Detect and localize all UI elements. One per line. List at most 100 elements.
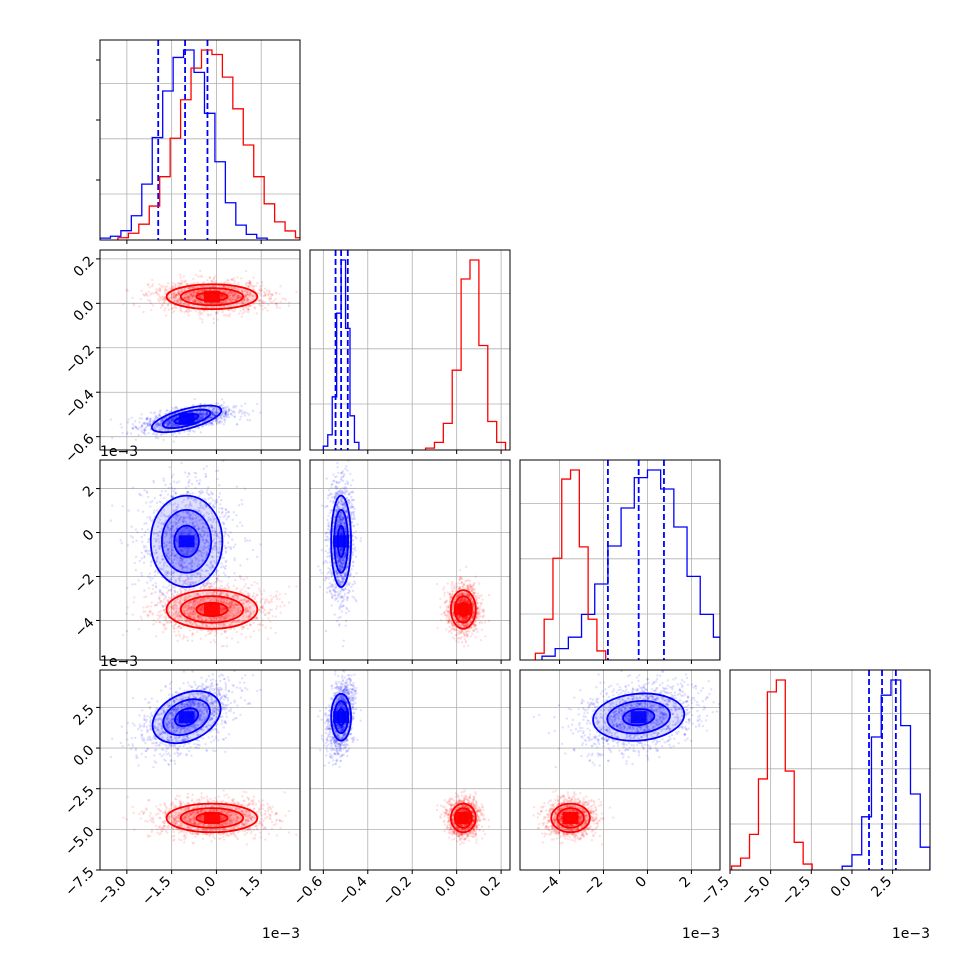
point-2-0-0-1175 <box>216 469 220 472</box>
point-2-0-0-581 <box>180 461 183 465</box>
point-1-0-0-278 <box>169 421 173 424</box>
point-1-0-1-446 <box>278 292 281 295</box>
point-2-0-0-285 <box>164 483 167 487</box>
point-1-0-1-755 <box>227 304 230 307</box>
point-2-0-1-308 <box>159 599 162 603</box>
point-1-0-0-1159 <box>148 422 151 426</box>
point-1-0-1-753 <box>227 309 230 312</box>
point-1-0-1-367 <box>259 285 262 288</box>
point-2-0-0-787 <box>127 509 130 512</box>
point-1-0-0-340 <box>213 413 216 416</box>
point-2-0-1-688 <box>195 583 199 587</box>
point-1-0-0-836 <box>144 427 147 430</box>
point-1-0-1-954 <box>189 293 192 297</box>
point-1-0-0-1122 <box>153 425 156 429</box>
point-1-0-0-171 <box>212 413 215 416</box>
point-1-0-0-1389 <box>197 418 200 421</box>
point-1-0-0-692 <box>174 405 178 409</box>
point-2-0-1-338 <box>275 605 279 608</box>
point-1-0-1-69 <box>245 294 248 297</box>
point-1-0-1-966 <box>259 287 263 291</box>
point-2-0-0-1126 <box>224 560 227 564</box>
point-1-0-0-299 <box>138 426 141 430</box>
point-1-0-0-556 <box>164 421 167 425</box>
point-1-0-0-936 <box>174 406 177 410</box>
point-1-0-1-353 <box>247 308 251 312</box>
point-1-0-0-263 <box>201 415 205 418</box>
point-1-0-0-580 <box>227 409 231 413</box>
point-1-0-0-111 <box>222 406 226 410</box>
point-1-0-0-588 <box>209 417 212 420</box>
point-1-0-0-869 <box>174 415 178 419</box>
point-1-0-1-765 <box>192 290 195 294</box>
point-1-0-1-346 <box>170 286 174 289</box>
point-1-0-0-1097 <box>223 420 227 423</box>
point-1-0-1-939 <box>243 295 246 299</box>
point-1-0-1-1348 <box>179 283 182 286</box>
point-2-0-0-774 <box>207 497 210 500</box>
point-1-0-1-363 <box>185 309 188 313</box>
point-2-0-0-846 <box>149 579 152 582</box>
point-1-0-1-368 <box>189 291 192 294</box>
point-1-0-0-1175 <box>216 411 220 414</box>
point-2-0-1-400 <box>163 623 167 626</box>
point-1-0-1-1154 <box>164 285 167 289</box>
point-1-0-0-1277 <box>171 424 174 427</box>
point-1-0-1-763 <box>232 293 236 296</box>
point-1-0-1-228 <box>184 296 187 299</box>
point-1-0-0-301 <box>199 416 202 420</box>
point-1-0-0-1368 <box>121 432 124 435</box>
point-1-0-1-489 <box>193 282 196 285</box>
point-1-0-0-931 <box>156 422 160 426</box>
point-1-0-0-681 <box>231 410 234 413</box>
point-1-0-1-256 <box>278 306 281 310</box>
point-1-0-0-86 <box>172 418 175 421</box>
point-1-0-1-899 <box>235 292 238 295</box>
point-1-0-0-3 <box>161 419 164 423</box>
point-1-0-0-283 <box>218 416 221 419</box>
point-1-0-0-1126 <box>224 413 227 416</box>
point-1-0-1-806 <box>230 291 234 295</box>
point-1-0-1-795 <box>247 293 250 297</box>
point-1-0-1-948 <box>179 309 182 312</box>
point-1-0-1-904 <box>249 304 252 308</box>
point-1-0-1-1266 <box>171 311 174 314</box>
point-2-0-0-1200 <box>166 493 170 496</box>
point-1-0-0-714 <box>227 409 231 412</box>
point-1-0-0-1210 <box>169 425 173 428</box>
panel-content-0-0 <box>100 40 300 240</box>
point-1-0-0-467 <box>199 412 202 416</box>
point-1-0-1-1193 <box>201 318 204 321</box>
point-1-0-1-674 <box>185 282 188 286</box>
point-1-0-0-690 <box>227 408 231 411</box>
point-1-0-1-941 <box>184 295 187 299</box>
point-1-0-1-270 <box>132 302 135 306</box>
point-1-0-0-479 <box>160 419 164 422</box>
point-1-0-1-146 <box>193 297 197 301</box>
point-1-0-0-1343 <box>167 420 171 423</box>
point-1-0-1-995 <box>179 299 183 302</box>
point-1-0-0-678 <box>135 426 138 429</box>
point-1-0-0-1021 <box>198 410 201 414</box>
point-1-0-0-995 <box>171 423 175 426</box>
point-2-0-0-282 <box>188 473 191 476</box>
point-1-0-0-563 <box>146 417 149 421</box>
point-1-0-0-200 <box>164 428 167 431</box>
point-2-0-0-1093 <box>202 467 205 471</box>
point-2-0-0-356 <box>234 543 237 546</box>
point-2-0-0-324 <box>153 496 157 500</box>
point-1-0-1-885 <box>173 309 176 313</box>
point-1-0-1-361 <box>173 299 176 302</box>
point-1-0-1-365 <box>247 293 250 297</box>
point-1-0-0-685 <box>215 419 219 422</box>
point-1-0-1-775 <box>240 301 244 304</box>
point-1-0-0-1166 <box>199 403 203 406</box>
panel-content-2-0 <box>100 460 300 660</box>
point-1-0-0-433 <box>163 412 167 416</box>
point-1-0-0-372 <box>171 420 174 423</box>
point-2-0-1-504 <box>180 627 183 630</box>
point-1-0-0-857 <box>199 415 202 419</box>
point-2-0-1-262 <box>140 617 143 621</box>
point-1-0-1-59 <box>232 296 236 299</box>
point-1-0-0-792 <box>219 419 222 423</box>
